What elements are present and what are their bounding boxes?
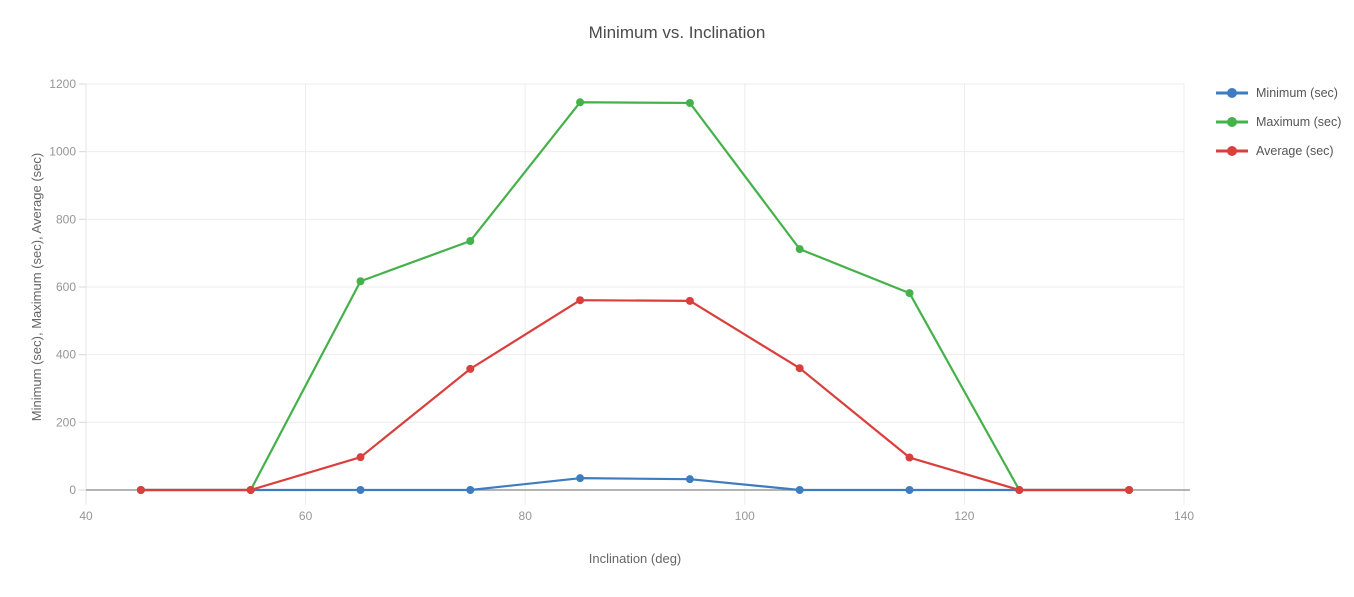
data-point-minimum-sec [795, 486, 804, 494]
data-point-maximum-sec [466, 236, 475, 245]
x-tick-label: 100 [735, 509, 755, 523]
data-point-minimum-sec [576, 474, 585, 483]
data-point-average-sec [356, 453, 365, 462]
tick-label-layer: 0 200 400 600 800 1000 1200 40 60 80 100 120 140 [49, 77, 1194, 523]
data-point-average-sec [466, 364, 475, 373]
data-point-average-sec [1015, 486, 1024, 494]
legend-item-maximum-sec[interactable]: Maximum (sec) [1216, 107, 1341, 136]
data-point-maximum-sec [576, 98, 585, 107]
data-point-maximum-sec [685, 98, 694, 107]
chart-title: Minimum vs. Inclination [589, 23, 766, 42]
legend-item-minimum-sec[interactable]: Minimum (sec) [1216, 78, 1341, 107]
data-point-average-sec [246, 486, 255, 494]
y-tick-label: 800 [56, 212, 76, 226]
y-tick-label: 600 [56, 280, 76, 294]
data-point-average-sec [136, 486, 145, 494]
x-tick-label: 80 [519, 509, 533, 523]
x-axis-title: Inclination (deg) [589, 551, 682, 566]
legend-marker-icon [1216, 145, 1248, 156]
data-point-minimum-sec [356, 486, 365, 494]
grid-layer [79, 83, 1190, 505]
legend-label: Minimum (sec) [1256, 85, 1338, 100]
legend-marker-icon [1216, 87, 1248, 98]
data-point-average-sec [795, 364, 804, 373]
data-point-minimum-sec [905, 486, 914, 494]
data-point-maximum-sec [905, 289, 914, 298]
y-tick-label: 1000 [49, 145, 76, 159]
legend-item-average-sec[interactable]: Average (sec) [1216, 136, 1341, 165]
x-tick-label: 140 [1174, 509, 1194, 523]
series-layer [136, 98, 1134, 494]
series-line-minimum-sec [139, 477, 1131, 492]
y-tick-label: 200 [56, 415, 76, 429]
data-point-average-sec [685, 296, 694, 305]
series-line-average-sec [139, 299, 1131, 492]
legend: Minimum (sec) Maximum (sec) Average (sec) [1216, 78, 1341, 165]
series-line-maximum-sec [139, 101, 1131, 492]
data-point-minimum-sec [685, 475, 694, 484]
y-tick-label: 0 [69, 483, 76, 497]
legend-label: Average (sec) [1256, 143, 1334, 158]
data-point-maximum-sec [795, 245, 804, 254]
y-axis-title: Minimum (sec), Maximum (sec), Average (s… [29, 153, 44, 421]
data-point-maximum-sec [356, 277, 365, 286]
legend-marker-icon [1216, 116, 1248, 127]
data-point-average-sec [1125, 486, 1134, 494]
data-point-average-sec [905, 453, 914, 462]
data-point-minimum-sec [466, 486, 475, 494]
data-point-average-sec [576, 296, 585, 305]
legend-label: Maximum (sec) [1256, 114, 1342, 129]
x-tick-label: 40 [79, 509, 93, 523]
y-tick-label: 1200 [49, 77, 76, 91]
x-tick-label: 120 [954, 509, 974, 523]
x-tick-label: 60 [299, 509, 313, 523]
y-tick-label: 400 [56, 348, 76, 362]
